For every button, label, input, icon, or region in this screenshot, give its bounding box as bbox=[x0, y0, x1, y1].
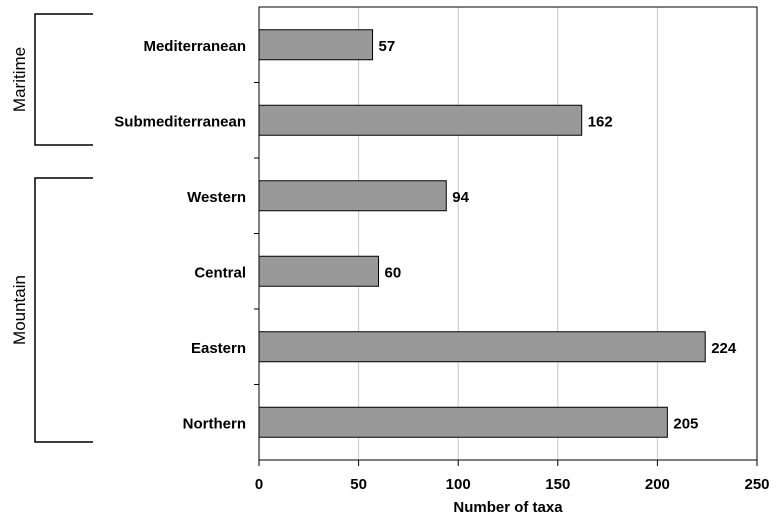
category-label-central: Central bbox=[194, 264, 246, 281]
bar-western bbox=[258, 180, 447, 212]
group-bracket-maritime bbox=[34, 13, 93, 146]
group-brackets: Maritime Mountain bbox=[10, 13, 93, 443]
x-tick-label: 250 bbox=[744, 476, 769, 493]
x-axis-title: Number of taxa bbox=[453, 499, 563, 516]
category-labels: Mediterranean Submediterranean Western Cent… bbox=[114, 38, 246, 433]
bar-submediterranean bbox=[258, 104, 583, 136]
x-tick-label: 0 bbox=[255, 476, 263, 493]
bar-mediterranean bbox=[258, 29, 374, 61]
group-label-maritime: Maritime bbox=[10, 47, 29, 112]
gridlines bbox=[358, 7, 658, 460]
category-label-submediterranean: Submediterranean bbox=[114, 113, 246, 130]
data-label-submediterranean: 162 bbox=[588, 113, 613, 130]
data-label-mediterranean: 57 bbox=[379, 38, 396, 55]
x-tick-label: 50 bbox=[350, 476, 367, 493]
category-label-eastern: Eastern bbox=[191, 340, 246, 357]
group-label-mountain: Mountain bbox=[10, 275, 29, 345]
category-label-western: Western bbox=[187, 189, 246, 206]
data-label-eastern: 224 bbox=[711, 340, 737, 357]
category-label-northern: Northern bbox=[183, 415, 246, 432]
x-axis-ticks: 0 50 100 150 200 250 bbox=[254, 82, 770, 493]
data-label-central: 60 bbox=[385, 264, 402, 281]
bars bbox=[258, 29, 706, 438]
bar-northern bbox=[258, 406, 668, 438]
x-tick-label: 100 bbox=[446, 476, 471, 493]
x-tick-label: 150 bbox=[545, 476, 570, 493]
group-bracket-mountain bbox=[34, 177, 93, 443]
x-tick-label: 200 bbox=[645, 476, 670, 493]
data-labels: 57 162 94 60 224 205 bbox=[379, 38, 737, 433]
plot-area-frame bbox=[258, 6, 758, 461]
category-label-mediterranean: Mediterranean bbox=[143, 38, 246, 55]
bar-eastern bbox=[258, 331, 706, 363]
data-label-northern: 205 bbox=[673, 415, 698, 432]
bar-central bbox=[258, 255, 380, 287]
data-label-western: 94 bbox=[452, 189, 469, 206]
